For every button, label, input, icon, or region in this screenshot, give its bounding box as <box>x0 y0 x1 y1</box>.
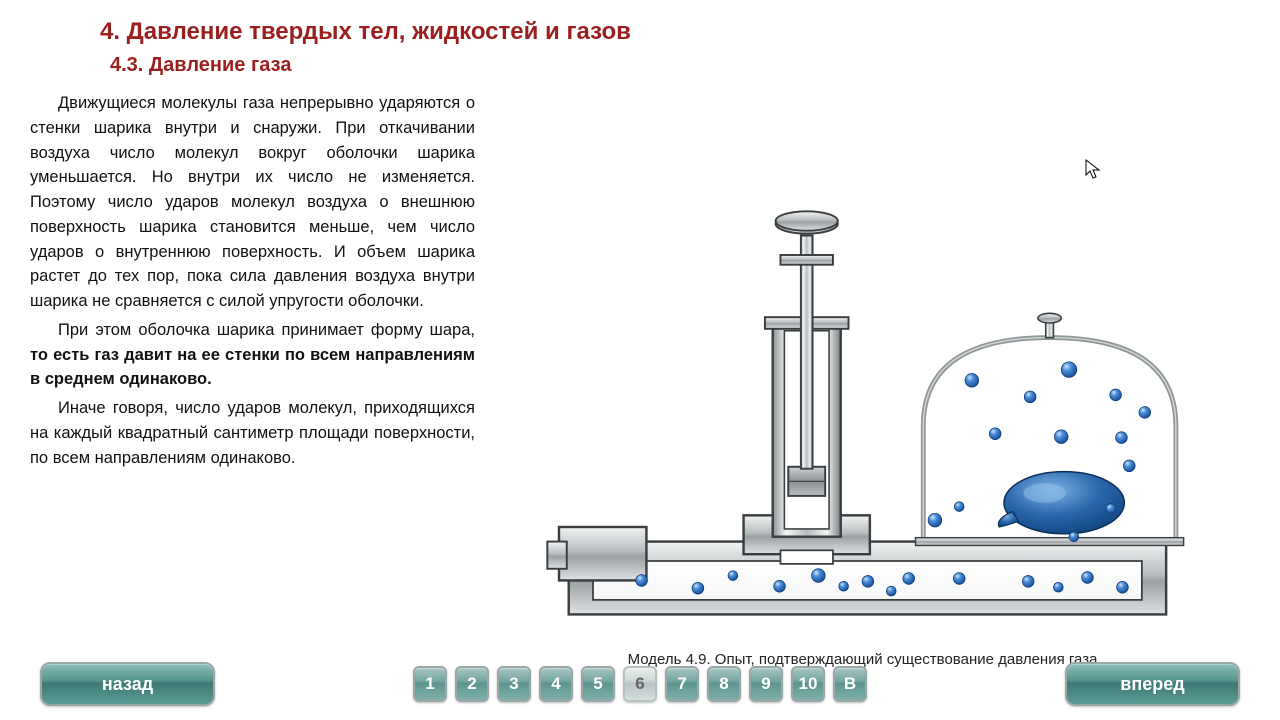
paragraph-2: При этом оболочка шарика принимает форму… <box>30 318 475 392</box>
page-button-5[interactable]: 5 <box>581 666 615 702</box>
section-title: 4.3. Давление газа <box>110 54 1250 77</box>
paragraph-3: Иначе говоря, число ударов молекул, прих… <box>30 396 475 470</box>
page-button-7[interactable]: 7 <box>665 666 699 702</box>
page-button-10[interactable]: 10 <box>791 666 825 702</box>
balloon <box>998 472 1124 534</box>
page-button-6[interactable]: 6 <box>623 666 657 702</box>
page-button-8[interactable]: 8 <box>707 666 741 702</box>
page-button-4[interactable]: 4 <box>539 666 573 702</box>
page-button-2[interactable]: 2 <box>455 666 489 702</box>
body-text: Движущиеся молекулы газа непрерывно удар… <box>30 91 475 474</box>
chapter-title: 4. Давление твердых тел, жидкостей и газ… <box>100 18 1250 46</box>
pump-cylinder <box>765 211 849 536</box>
back-button[interactable]: назад <box>40 662 215 706</box>
pressure-experiment-diagram <box>525 151 1205 631</box>
page-button-В[interactable]: В <box>833 666 867 702</box>
cursor-icon <box>1085 159 1101 181</box>
page-button-1[interactable]: 1 <box>413 666 447 702</box>
page-button-9[interactable]: 9 <box>749 666 783 702</box>
paragraph-1: Движущиеся молекулы газа непрерывно удар… <box>30 91 475 314</box>
forward-button[interactable]: вперед <box>1065 662 1240 706</box>
page-button-3[interactable]: 3 <box>497 666 531 702</box>
pager: 12345678910В <box>215 666 1065 702</box>
